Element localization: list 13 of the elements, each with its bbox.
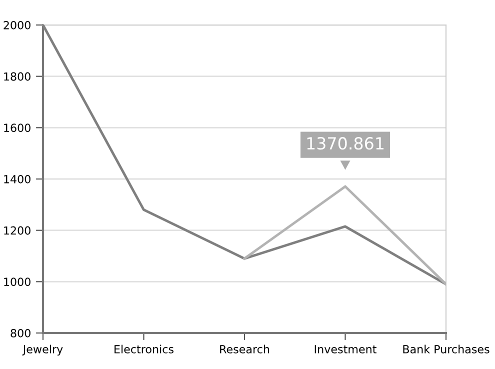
x-tick-label: Jewelry [22, 344, 63, 356]
y-tick-label: 800 [10, 328, 30, 338]
x-tick-label: Investment [314, 345, 376, 354]
x-tick-label: Electronics [114, 344, 174, 354]
y-tick-label: 1800 [4, 72, 30, 81]
y-tick-label: 1000 [4, 278, 30, 286]
x-tick-label: Bank Purchases [403, 344, 490, 354]
x-tick-label: Research [220, 344, 270, 354]
annotation: 1370.861 [307, 137, 384, 150]
y-tick-label: 1600 [4, 124, 30, 132]
y-tick-label: 2000 [4, 20, 30, 30]
y-tick-label: 1400 [4, 174, 30, 184]
y-tick-label: 1200 [4, 226, 30, 235]
